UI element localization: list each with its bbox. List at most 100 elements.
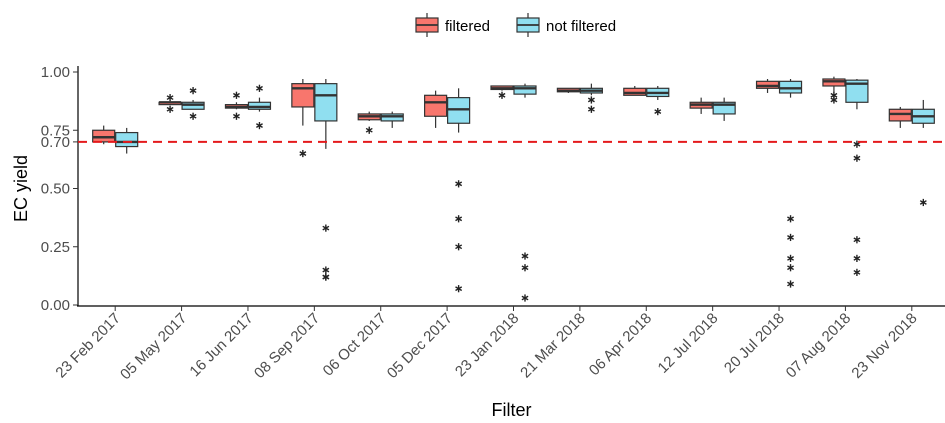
box-not-filtered-16-jun-2017: [247, 84, 272, 130]
outlier-point: [853, 268, 861, 276]
box-body: [513, 85, 537, 95]
outlier-point: [521, 252, 529, 260]
outlier-point: [232, 91, 240, 99]
box-filtered-08-sep-2017: [291, 78, 315, 158]
outlier-point: [787, 280, 795, 288]
outlier-point: [322, 273, 330, 281]
box-not-filtered-05-may-2017: [181, 87, 205, 120]
box-filtered-23-nov-2018: [888, 106, 912, 128]
x-tick-label: 20 Jul 2018: [721, 310, 788, 377]
y-tick-label: 0.50: [41, 181, 70, 198]
box-filtered-05-dec-2017: [424, 90, 448, 128]
box-filtered-21-mar-2018: [556, 87, 580, 93]
box-body: [712, 101, 736, 115]
outlier-point: [853, 236, 861, 244]
outlier-point: [255, 121, 263, 130]
x-tick-label: 23 Nov 2018: [848, 310, 920, 382]
series-filtered: [92, 76, 912, 158]
box-not-filtered-23-nov-2018: [911, 99, 935, 207]
legend-key-filtered: [415, 13, 439, 37]
y-tick-label: 0.75: [41, 122, 70, 139]
box-filtered-07-aug-2018: [822, 76, 846, 104]
box-not-filtered-06-oct-2017: [380, 111, 404, 128]
outlier-point: [654, 108, 662, 116]
box-not-filtered-06-apr-2018: [646, 85, 670, 116]
box-filtered-23-jan-2018: [490, 85, 514, 99]
outlier-point: [787, 264, 795, 272]
box-body: [845, 79, 869, 103]
outlier-point: [299, 149, 307, 158]
legend: filtered not filtered: [415, 13, 616, 37]
series-not-filtered: [115, 78, 935, 302]
x-tick-label: 16 Jun 2017: [186, 310, 256, 380]
box-not-filtered-05-dec-2017: [447, 88, 471, 293]
box-filtered-06-oct-2017: [357, 111, 381, 134]
y-tick-label: 0.00: [41, 297, 70, 314]
box-filtered-05-may-2017: [158, 94, 182, 113]
outlier-point: [498, 91, 506, 99]
outlier-point: [853, 140, 861, 148]
outlier-point: [232, 112, 240, 120]
outlier-point: [853, 254, 861, 262]
x-tick-label: 06 Apr 2018: [586, 310, 655, 379]
outlier-point: [455, 285, 463, 293]
x-tick-label: 07 Aug 2018: [783, 310, 855, 382]
box-body: [115, 131, 139, 148]
legend-key-not-filtered: [516, 13, 540, 37]
outlier-point: [919, 198, 927, 207]
legend-label-filtered: filtered: [445, 18, 490, 35]
y-tick-label: 0.25: [41, 239, 70, 256]
box-filtered-23-feb-2017: [92, 125, 116, 145]
legend-label-not-filtered: not filtered: [546, 18, 616, 35]
outlier-point: [322, 266, 330, 274]
outlier-point: [455, 180, 463, 188]
box-not-filtered-23-jan-2018: [513, 83, 537, 302]
outlier-point: [455, 243, 463, 251]
outlier-point: [830, 91, 838, 99]
box-not-filtered-21-mar-2018: [579, 83, 603, 113]
box-filtered-20-jul-2018: [755, 78, 780, 93]
y-axis-title: EC yield: [11, 155, 31, 222]
outlier-point: [166, 94, 174, 102]
outlier-point: [189, 112, 197, 120]
x-tick-label: 12 Jul 2018: [655, 310, 722, 377]
y-axis: 0.00 0.25 0.50 0.700.75 1.00: [41, 64, 79, 314]
outlier-point: [189, 87, 197, 95]
outlier-point: [853, 154, 861, 162]
box-not-filtered-08-sep-2017: [314, 78, 338, 281]
plot-area: [78, 76, 945, 302]
outlier-point: [365, 126, 373, 134]
box-body: [314, 83, 338, 122]
x-tick-label: 08 Sep 2017: [251, 310, 323, 382]
outlier-point: [587, 105, 595, 113]
box-filtered-06-apr-2018: [623, 85, 647, 96]
outlier-point: [587, 96, 595, 104]
box-body: [424, 94, 448, 117]
box-not-filtered-20-jul-2018: [778, 78, 803, 288]
box-filtered-16-jun-2017: [224, 91, 249, 120]
box-not-filtered-12-jul-2018: [712, 97, 736, 121]
outlier-point: [521, 294, 529, 302]
box-not-filtered-23-feb-2017: [115, 127, 139, 154]
x-tick-label: 21 Mar 2018: [517, 310, 589, 382]
box-not-filtered-07-aug-2018: [845, 78, 869, 276]
x-tick-label: 05 May 2017: [117, 310, 190, 383]
outlier-point: [255, 84, 263, 92]
x-tick-label: 06 Oct 2017: [320, 310, 390, 380]
y-tick-label: 1.00: [41, 64, 70, 81]
x-tick-label: 23 Jan 2018: [452, 310, 522, 380]
x-tick-label: 05 Dec 2017: [384, 310, 456, 382]
outlier-point: [322, 224, 330, 232]
outlier-point: [166, 105, 174, 113]
outlier-point: [521, 264, 529, 272]
x-tick-label: 23 Feb 2017: [52, 310, 124, 382]
outlier-point: [787, 254, 795, 262]
x-axis-title: Filter: [492, 400, 532, 420]
outlier-point: [787, 233, 795, 242]
y-tick-label: 0.70: [41, 134, 70, 151]
box-filtered-12-jul-2018: [689, 97, 713, 114]
outlier-point: [455, 215, 463, 223]
outlier-point: [787, 215, 795, 223]
